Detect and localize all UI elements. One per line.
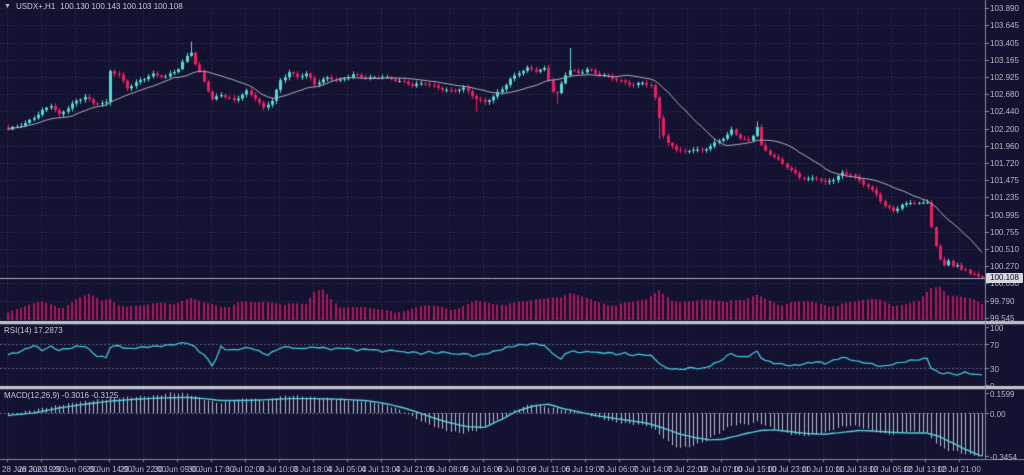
rsi-scale-label: 100 <box>990 324 1004 333</box>
time-axis-label: 6 Jul 19:00 <box>565 465 605 474</box>
rsi-scale-label: 30 <box>990 365 999 374</box>
current-price-tag: 100.108 <box>986 273 1023 283</box>
time-axis-label: 28 Jun 2023 <box>2 465 47 474</box>
macd-scale-label: 0.1599 <box>990 390 1015 399</box>
price-axis-label: 103.890 <box>990 4 1019 13</box>
time-axis-label: 6 Jul 03:00 <box>497 465 537 474</box>
price-axis-label: 100.995 <box>990 211 1019 220</box>
time-axis-label: 3 Jul 02:00 <box>225 465 265 474</box>
price-axis-label: 101.475 <box>990 176 1019 185</box>
time-axis-label: 4 Jul 05:00 <box>327 465 367 474</box>
time-axis-label: 12 Jul 13:00 <box>903 465 947 474</box>
time-axis-label: 6 Jul 11:00 <box>531 465 571 474</box>
time-axis-label: 4 Jul 21:00 <box>395 465 435 474</box>
time-axis-label: 29 Jun 22:00 <box>119 465 167 474</box>
price-axis-label: 102.925 <box>990 73 1019 82</box>
time-axis-label: 29 Jun 14:00 <box>85 465 133 474</box>
time-axis-label: 11 Jul 10:00 <box>801 465 845 474</box>
price-axis-label: 103.165 <box>990 56 1019 65</box>
price-axis-label: 100.030 <box>990 279 1019 288</box>
macd-scale-label: 0.00 <box>990 410 1006 419</box>
time-axis-label: 5 Jul 08:00 <box>429 465 469 474</box>
time-axis-label: 7 Jul 06:00 <box>599 465 639 474</box>
time-axis-label: 30 Jun 09:00 <box>153 465 201 474</box>
rsi-scale-label: 0 <box>990 382 995 391</box>
price-axis-label: 100.755 <box>990 228 1019 237</box>
ohlc-values-label: 100.130 100.143 100.103 100.108 <box>60 2 183 11</box>
rsi-scale-label: 70 <box>990 341 999 350</box>
symbol-timeframe-label: USDX+,H1 <box>15 2 56 11</box>
price-axis-label: 102.440 <box>990 107 1019 116</box>
price-axis-label: 103.405 <box>990 39 1019 48</box>
time-axis-label: 5 Jul 16:00 <box>463 465 503 474</box>
price-axis-label: 99.545 <box>990 314 1015 323</box>
time-axis-label: 7 Jul 22:00 <box>667 465 707 474</box>
rsi-indicator-label: RSI(14) 17.2873 <box>4 326 63 335</box>
time-axis-label: 3 Jul 10:00 <box>259 465 299 474</box>
price-axis-label: 100.270 <box>990 262 1019 271</box>
symbol-dropdown-icon[interactable]: ▼ <box>4 3 11 10</box>
time-axis-label: 12 Jul 05:00 <box>869 465 913 474</box>
time-axis-label: 7 Jul 14:00 <box>633 465 673 474</box>
macd-scale-label: -0.3454 <box>990 453 1018 462</box>
time-axis-label: 3 Jul 18:00 <box>293 465 333 474</box>
time-axis-label: 10 Jul 15:00 <box>733 465 777 474</box>
price-axis-label: 102.200 <box>990 125 1019 134</box>
time-axis-label: 4 Jul 13:00 <box>361 465 401 474</box>
price-axis-label: 99.790 <box>990 297 1015 306</box>
price-axis-label: 101.235 <box>990 193 1019 202</box>
time-axis-label: 10 Jul 23:00 <box>767 465 811 474</box>
price-axis-label: 101.960 <box>990 142 1019 151</box>
time-axis-label: 29 Jun 06:00 <box>51 465 99 474</box>
time-axis-label: 11 Jul 18:00 <box>835 465 879 474</box>
price-axis-label: 102.680 <box>990 90 1019 99</box>
time-axis-label: 28 Jun 19:00 <box>17 465 65 474</box>
price-axis-label: 100.510 <box>990 245 1019 254</box>
time-axis-label: 30 Jun 17:00 <box>187 465 235 474</box>
price-axis-label: 101.720 <box>990 159 1019 168</box>
macd-indicator-label: MACD(12,26,9) -0.3016 -0.3125 <box>4 391 119 400</box>
chart-title: ▼ USDX+,H1 100.130 100.143 100.103 100.1… <box>4 2 183 11</box>
price-axis-label: 103.645 <box>990 21 1019 30</box>
time-axis-label: 10 Jul 07:00 <box>699 465 743 474</box>
time-axis-label: 12 Jul 21:00 <box>937 465 981 474</box>
